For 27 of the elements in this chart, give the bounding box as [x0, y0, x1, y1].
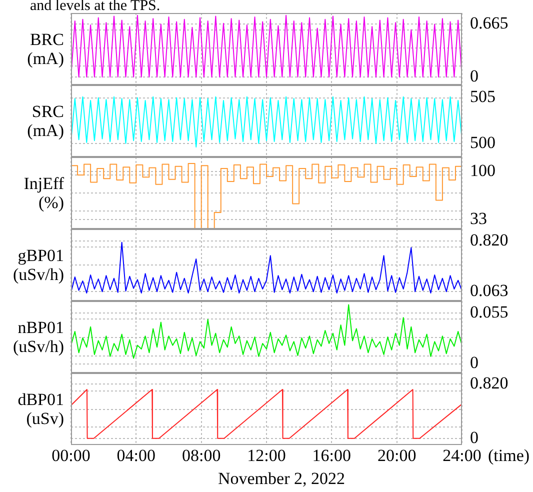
y-axis-title: dBP01 (uSv): [16, 390, 64, 428]
y-tick-label: 0: [470, 428, 478, 447]
y-tick-label: 0: [470, 353, 478, 372]
x-tick-label: 24:00: [442, 446, 482, 465]
y-tick-label: 500: [470, 132, 496, 152]
y-tick-label: 100: [470, 160, 496, 180]
y-axis-title: BRC (mA): [26, 30, 64, 68]
y-tick-label: 0.665: [470, 13, 508, 32]
y-tick-label: 0.820: [470, 230, 508, 250]
y-tick-label: 0.063: [470, 280, 508, 300]
y-tick-label: 33: [470, 209, 487, 228]
x-axis-title: (time): [488, 446, 530, 465]
y-tick-label: 0.820: [470, 374, 508, 393]
y-tick-label: 505: [470, 87, 496, 106]
x-tick-label: 00:00: [52, 446, 90, 465]
x-tick-label: 20:00: [377, 446, 416, 465]
x-tick-label: 08:00: [182, 446, 221, 465]
y-tick-label: 0.055: [470, 302, 508, 322]
y-tick-label: 0: [470, 66, 478, 86]
x-tick-label: 12:00: [247, 446, 286, 465]
text: November 2, 2022: [216, 469, 346, 489]
x-tick-label: 16:00: [312, 446, 352, 465]
y-axis-title: nBP01 (uSv/h): [12, 318, 64, 356]
y-axis-title: SRC (mA): [26, 102, 64, 140]
y-axis-title: InjEff (%): [22, 174, 64, 212]
x-tick-label: 04:00: [116, 446, 156, 465]
y-axis-title: gBP01 (uSv/h): [12, 246, 64, 284]
